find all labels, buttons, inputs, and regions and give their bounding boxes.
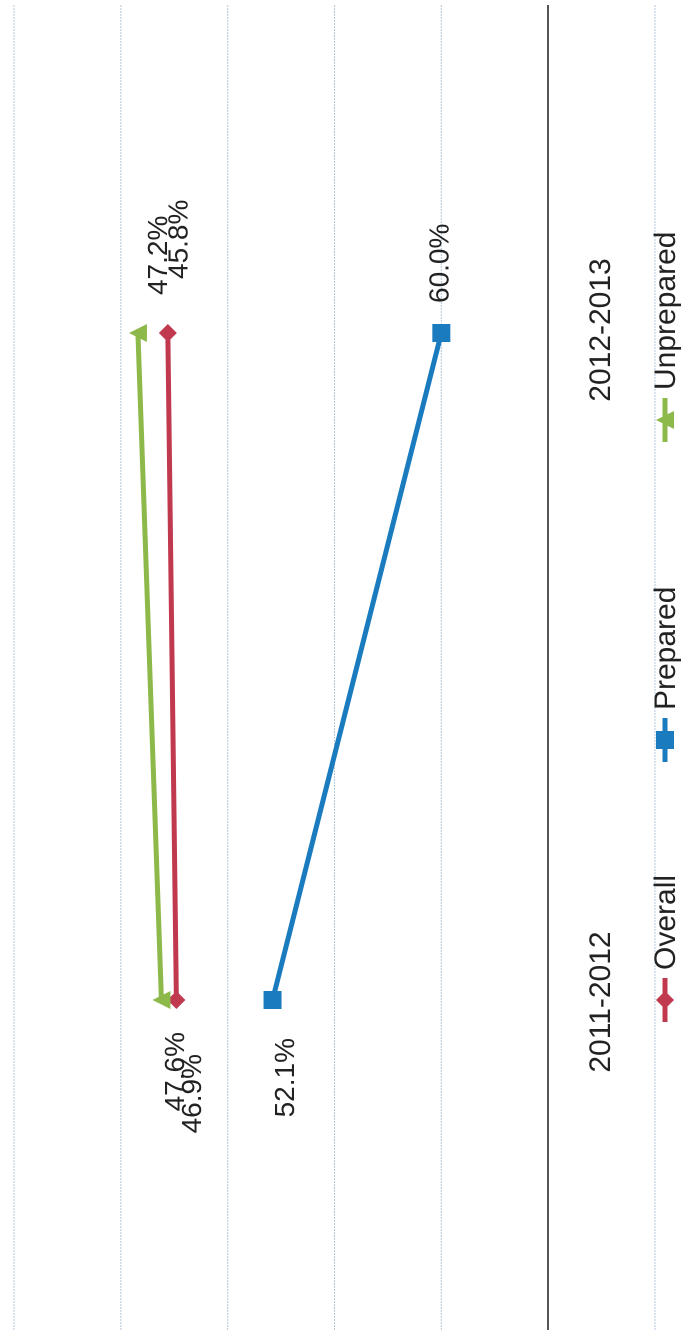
series-group xyxy=(128,324,451,1009)
data-label-unprepared-2011-2012: 46.9% xyxy=(176,1054,207,1133)
category-label-2011-2012: 2011-2012 xyxy=(584,931,617,1072)
legend-item-overall: Overall xyxy=(649,875,682,1022)
data-label-prepared-2012-2013: 60.0% xyxy=(424,224,455,303)
marker-prepared-2012-2013 xyxy=(432,324,451,342)
marker-overall-2012-2013 xyxy=(158,324,177,342)
category-axis: 2011-2012 2012-2013 xyxy=(547,5,617,1330)
legend-item-prepared: Prepared xyxy=(649,587,682,762)
data-label-overall-2012-2013: 47.2% xyxy=(142,216,173,295)
marker-overall-2011-2012 xyxy=(167,991,186,1009)
gridlines xyxy=(13,5,656,1330)
legend: Overall Prepared Unprepared xyxy=(649,232,682,1022)
legend-label-prepared: Prepared xyxy=(649,587,682,710)
data-label-overall-2011-2012: 47.6% xyxy=(159,1032,190,1111)
data-label-prepared-2011-2012: 52.1% xyxy=(269,1038,300,1117)
legend-label-overall: Overall xyxy=(649,875,682,970)
marker-unprepared-2011-2012 xyxy=(152,991,171,1009)
data-label-unprepared-2012-2013: 45.8% xyxy=(162,200,193,279)
category-label-2012-2013: 2012-2013 xyxy=(584,258,617,401)
data-labels: 47.6% 47.2% 52.1% 60.0% 46.9% 45.8% xyxy=(142,200,454,1134)
legend-marker-overall xyxy=(656,991,674,1009)
series-line-prepared xyxy=(270,330,444,1003)
legend-label-unprepared: Unprepared xyxy=(649,232,682,390)
legend-marker-unprepared xyxy=(656,411,674,429)
series-line-unprepared xyxy=(135,330,164,1003)
legend-item-unprepared: Unprepared xyxy=(649,232,682,442)
legend-marker-prepared xyxy=(656,731,674,749)
series-line-overall xyxy=(165,330,179,1003)
marker-prepared-2011-2012 xyxy=(263,991,282,1009)
marker-unprepared-2012-2013 xyxy=(128,324,147,342)
